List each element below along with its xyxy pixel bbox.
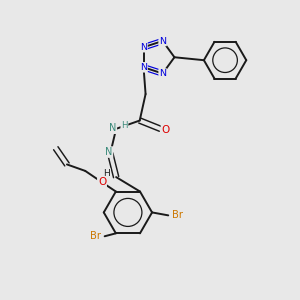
Text: Br: Br [90, 231, 101, 241]
Text: N: N [140, 43, 147, 52]
Text: O: O [98, 177, 106, 187]
Text: N: N [109, 123, 116, 133]
Text: N: N [159, 37, 166, 46]
Text: N: N [105, 147, 112, 157]
Text: N: N [159, 69, 166, 78]
Text: Br: Br [172, 210, 183, 220]
Text: N: N [140, 63, 147, 72]
Text: O: O [161, 125, 170, 135]
Text: H: H [121, 121, 127, 130]
Text: H: H [103, 169, 110, 178]
